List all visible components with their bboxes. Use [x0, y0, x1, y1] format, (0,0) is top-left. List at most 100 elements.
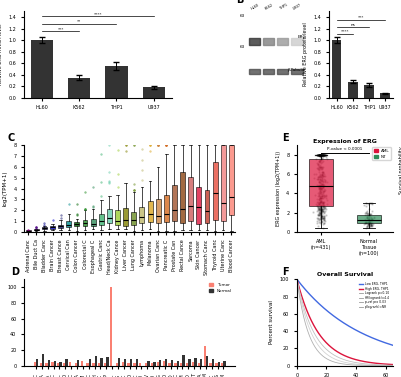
Bar [77, 360, 79, 366]
Point [324, 156, 330, 162]
Point [365, 212, 372, 218]
Title: Expression of ERG: Expression of ERG [313, 138, 377, 144]
Text: U937: U937 [292, 3, 302, 11]
PathPatch shape [50, 226, 55, 228]
Point [367, 219, 373, 225]
Point [320, 215, 326, 221]
Point [319, 181, 325, 187]
Point [318, 199, 324, 205]
Point [320, 208, 326, 214]
Point [316, 152, 323, 158]
Bar [86, 363, 89, 366]
Point [366, 216, 373, 222]
Point [320, 201, 326, 207]
Point [315, 204, 322, 210]
Point [314, 152, 320, 158]
Point [322, 193, 328, 199]
Point [317, 195, 324, 201]
Point [318, 152, 324, 158]
Bar [81, 361, 83, 366]
Bar [263, 69, 274, 74]
Point [320, 152, 326, 158]
Point [317, 210, 323, 216]
Point [369, 217, 375, 223]
Point [318, 207, 324, 213]
Point [320, 182, 326, 188]
Text: ****: **** [93, 12, 102, 16]
Point [362, 220, 368, 226]
Point [315, 202, 321, 208]
Point [319, 169, 325, 175]
Point [317, 213, 324, 219]
Point [316, 153, 323, 159]
Point [316, 152, 323, 158]
Point [316, 192, 322, 198]
Point [364, 219, 370, 225]
PathPatch shape [99, 214, 104, 225]
Point [363, 200, 370, 206]
Point [321, 220, 327, 226]
Bar [133, 363, 136, 366]
Point [316, 219, 322, 225]
Text: K562: K562 [264, 3, 274, 11]
Point [316, 167, 322, 173]
Point [321, 217, 327, 223]
Point [363, 214, 370, 220]
Point [323, 155, 329, 161]
Point [317, 152, 324, 158]
Point [365, 210, 371, 216]
Point [316, 152, 322, 158]
Point [318, 199, 324, 205]
Y-axis label: ERG expression (log2(TPM+1)): ERG expression (log2(TPM+1)) [275, 151, 281, 226]
Point [313, 199, 320, 205]
Point [317, 162, 323, 168]
Point [370, 221, 376, 227]
Bar [143, 87, 165, 98]
Point [366, 218, 373, 224]
PathPatch shape [66, 221, 71, 227]
Point [317, 215, 323, 221]
Bar [92, 363, 95, 366]
Point [316, 210, 323, 216]
Point [317, 199, 324, 205]
Point [322, 205, 328, 211]
Point [318, 202, 324, 208]
Point [317, 199, 323, 205]
Point [317, 152, 323, 158]
Point [320, 202, 326, 208]
Text: ***: *** [358, 15, 364, 19]
Point [318, 160, 324, 166]
Point [323, 152, 329, 158]
Point [314, 204, 321, 210]
Point [320, 179, 326, 185]
Bar [34, 362, 36, 366]
Text: THP1: THP1 [278, 3, 288, 11]
Point [311, 175, 318, 181]
Point [315, 152, 322, 158]
Y-axis label: Relative ERG protein level: Relative ERG protein level [303, 23, 308, 86]
Bar [130, 359, 132, 366]
Text: ns: ns [350, 23, 355, 27]
Point [316, 197, 322, 203]
Point [321, 216, 327, 222]
Point [318, 152, 324, 158]
Point [323, 195, 330, 201]
Point [316, 169, 322, 175]
Point [316, 182, 323, 188]
Bar [194, 358, 196, 366]
Point [317, 193, 324, 199]
Point [318, 152, 324, 158]
Point [364, 211, 371, 218]
Point [317, 203, 324, 209]
Point [318, 152, 324, 158]
Point [318, 152, 325, 158]
Point [320, 215, 327, 221]
Point [320, 184, 326, 190]
Point [319, 172, 325, 178]
Point [368, 216, 374, 222]
PathPatch shape [180, 172, 185, 223]
Point [320, 178, 326, 184]
Point [319, 172, 325, 178]
Point [324, 198, 330, 204]
Bar [162, 361, 165, 366]
